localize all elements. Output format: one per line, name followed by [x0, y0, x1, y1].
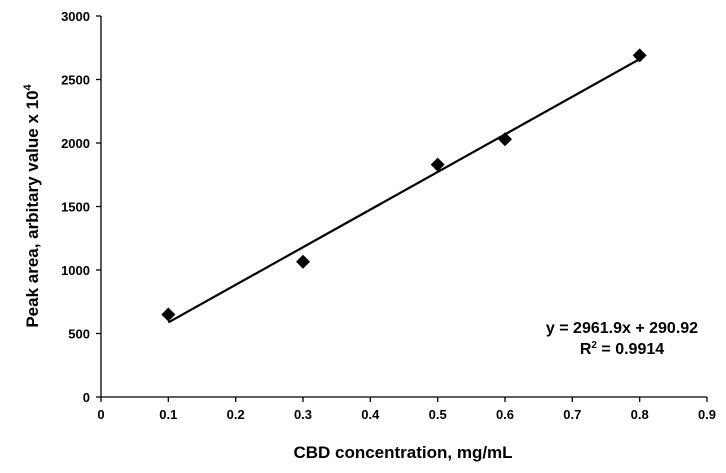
data-markers	[161, 48, 647, 322]
x-tick-label: 0.2	[227, 407, 245, 422]
x-tick-label: 0.7	[563, 407, 581, 422]
y-tick-label: 1000	[61, 263, 90, 278]
y-tick-label: 0	[83, 390, 90, 405]
trendline-equation: y = 2961.9x + 290.92 R2 = 0.9914	[546, 320, 698, 358]
y-tick-label: 1500	[61, 200, 90, 215]
y-tick-label: 500	[68, 327, 90, 342]
trendline	[167, 58, 641, 324]
data-point-diamond	[632, 48, 647, 63]
r-squared-value: = 0.9914	[597, 341, 664, 358]
y-tick-label: 2500	[61, 73, 90, 88]
x-tick-label: 0.9	[698, 407, 716, 422]
x-tick-label: 0.6	[496, 407, 514, 422]
y-axis-ticks: 0 500 1000 1500 2000 2500 3000	[61, 9, 101, 405]
plot-area: 0 500 1000 1500 2000 2500 3000 0 0.1 0.2 0.3 0.4 0.…	[61, 9, 716, 422]
x-tick-label: 0.1	[159, 407, 177, 422]
y-axis-title-main: Peak area, arbitary value x 10	[23, 90, 42, 327]
data-point-diamond	[161, 307, 176, 322]
x-tick-label: 0.5	[429, 407, 447, 422]
y-tick-label: 3000	[61, 9, 90, 24]
x-tick-label: 0.3	[294, 407, 312, 422]
x-tick-label: 0	[97, 407, 104, 422]
data-point-diamond	[296, 254, 310, 269]
y-tick-label: 2000	[61, 136, 90, 151]
data-point-diamond	[498, 132, 512, 147]
x-tick-label: 0.8	[631, 407, 649, 422]
equation-label: y = 2961.9x + 290.92	[546, 320, 698, 337]
r-squared-label: R2 = 0.9914	[580, 340, 664, 358]
r-squared-sup: 2	[591, 340, 597, 351]
y-axis-title-superscript: 4	[22, 83, 34, 90]
x-axis-title: CBD concentration, mg/mL	[293, 443, 512, 462]
r-squared-r: R	[580, 341, 592, 358]
y-axis-title: Peak area, arbitary value x 104	[22, 83, 42, 327]
x-axis-ticks: 0 0.1 0.2 0.3 0.4 0.5 0.6 0.7 0.8 0.9	[97, 397, 716, 422]
x-tick-label: 0.4	[361, 407, 380, 422]
data-point-diamond	[430, 157, 445, 172]
